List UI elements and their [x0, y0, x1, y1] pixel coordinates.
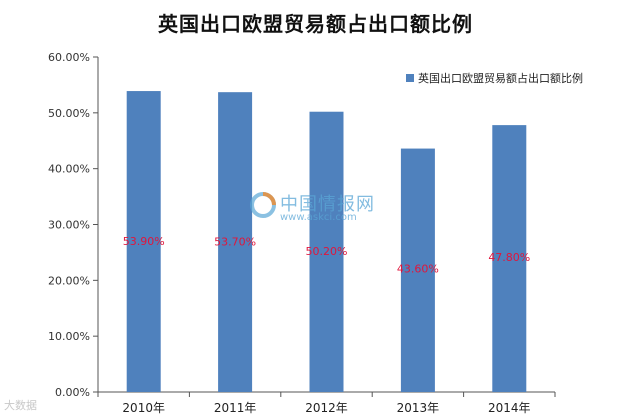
y-tick-label: 0.00% — [55, 386, 90, 399]
watermark-url: www.askci.com — [280, 212, 357, 223]
legend-swatch — [406, 74, 414, 82]
y-tick-label: 10.00% — [48, 330, 90, 343]
bar — [126, 91, 161, 392]
bars — [126, 91, 527, 393]
bar — [218, 92, 253, 393]
data-label: 53.70% — [214, 236, 256, 249]
x-axis: 2010年 2011年 2012年 2013年 2014年 — [97, 391, 556, 415]
data-label: 53.90% — [123, 235, 165, 248]
y-tick-label: 30.00% — [48, 219, 90, 232]
y-tick-label: 40.00% — [48, 163, 90, 176]
source-badge: 大数据 — [4, 399, 37, 412]
chart-title: 英国出口欧盟贸易额占出口额比例 — [158, 12, 473, 36]
data-label: 43.60% — [397, 262, 439, 275]
y-tick-label: 50.00% — [48, 107, 90, 120]
bar — [400, 148, 435, 392]
data-label: 47.80% — [488, 251, 530, 264]
bar — [309, 111, 344, 392]
x-tick-label: 2010年 — [122, 401, 165, 415]
legend: 英国出口欧盟贸易额占出口额比例 — [406, 71, 583, 85]
watermark-logo-icon — [250, 192, 276, 218]
y-tick-label: 20.00% — [48, 274, 90, 287]
x-tick-label: 2012年 — [305, 401, 348, 415]
legend-label: 英国出口欧盟贸易额占出口额比例 — [418, 71, 583, 85]
y-tick-label: 60.00% — [48, 51, 90, 64]
data-label: 50.20% — [306, 245, 348, 258]
y-axis: 0.00% 10.00% 20.00% 30.00% 40.00% 50.00% 60.00… — [48, 51, 99, 399]
x-tick-label: 2014年 — [488, 401, 531, 415]
watermark: 中国情报网 www.askci.com — [250, 190, 400, 230]
data-labels: 53.90% 53.70% 50.20% 43.60% 47.80% — [123, 235, 531, 275]
x-tick-label: 2011年 — [214, 401, 257, 415]
watermark-brand: 中国情报网 — [280, 194, 375, 215]
x-tick-label: 2013年 — [397, 401, 440, 415]
bar — [492, 125, 527, 392]
